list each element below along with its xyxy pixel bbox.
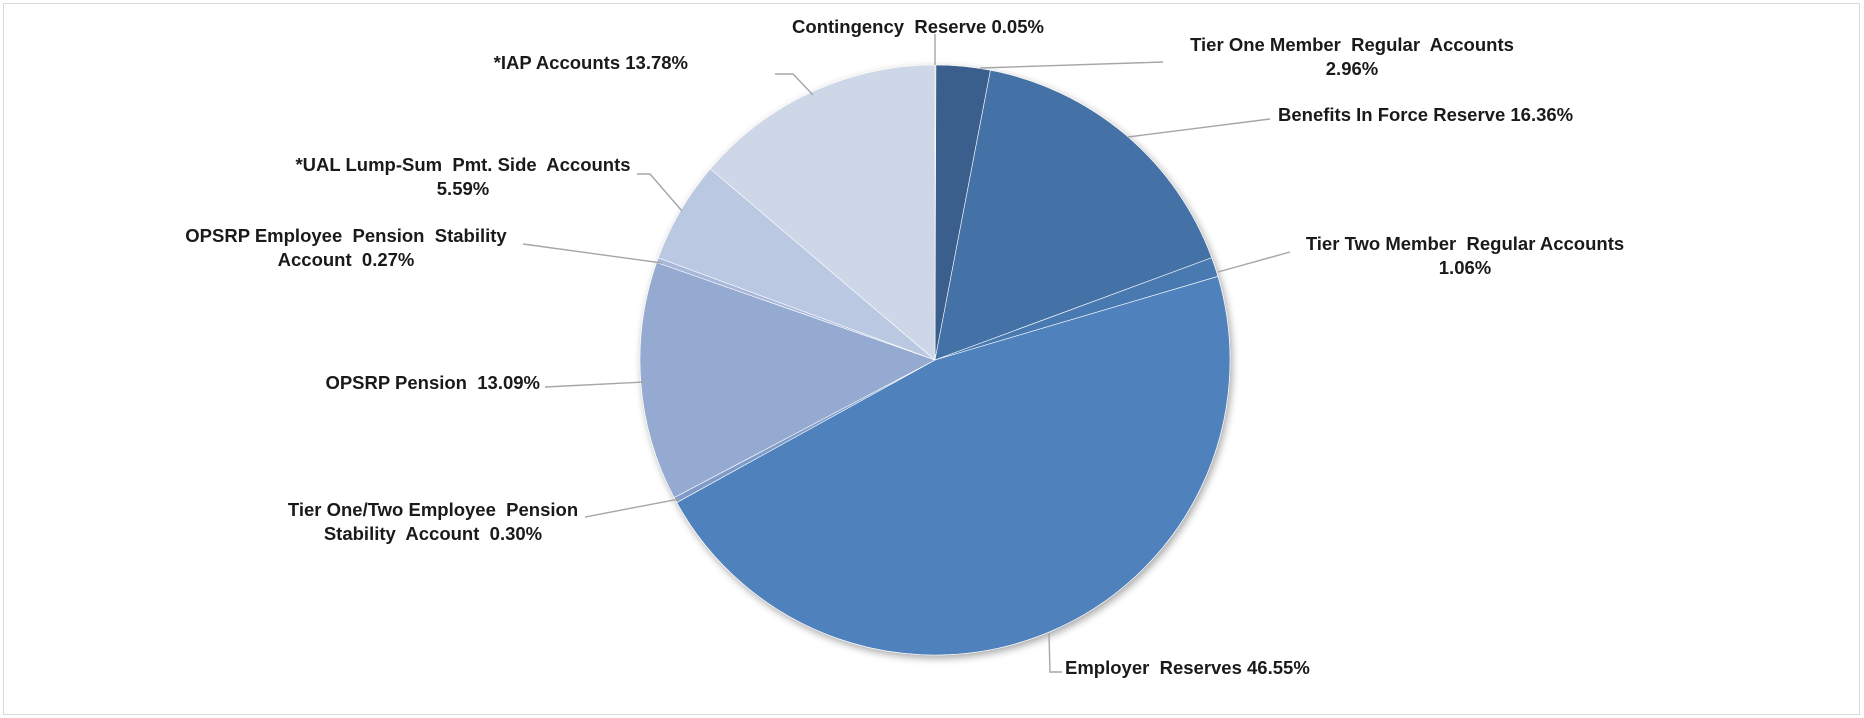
slice-label-2-line-0: Benefits In Force Reserve 16.36% bbox=[1278, 104, 1573, 125]
leader-line-2 bbox=[1127, 118, 1271, 138]
slice-label-5-line-1: Stability Account 0.30% bbox=[324, 523, 542, 544]
leader-line-3 bbox=[1217, 251, 1291, 273]
pie-slice-2 bbox=[934, 69, 1213, 361]
leader-line-5 bbox=[584, 498, 680, 518]
leader-line-9 bbox=[775, 73, 814, 96]
slice-label-1-line-1: 2.96% bbox=[1326, 58, 1378, 79]
slice-label-8-line-0: *UAL Lump-Sum Pmt. Side Accounts bbox=[295, 154, 630, 175]
leader-line-7 bbox=[522, 243, 663, 264]
slice-labels: Contingency Reserve 0.05% Tier One Member… bbox=[185, 16, 1624, 678]
leader-lines bbox=[522, 34, 1291, 673]
slice-label-6-line-0: OPSRP Pension 13.09% bbox=[325, 372, 540, 393]
slice-label-7-line-1: Account 0.27% bbox=[278, 249, 415, 270]
pie-slices bbox=[639, 64, 1231, 656]
slice-label-0-line-0: Contingency Reserve 0.05% bbox=[792, 16, 1044, 37]
pie-slice-4 bbox=[676, 276, 1231, 656]
slice-label-1-line-0: Tier One Member Regular Accounts bbox=[1190, 34, 1514, 55]
slice-label-8-line-1: 5.59% bbox=[437, 178, 489, 199]
leader-line-6 bbox=[544, 381, 645, 388]
slice-label-5-line-0: Tier One/Two Employee Pension bbox=[288, 499, 578, 520]
slice-label-3-line-0: Tier Two Member Regular Accounts bbox=[1306, 233, 1624, 254]
slice-label-3-line-1: 1.06% bbox=[1439, 257, 1491, 278]
leader-line-8 bbox=[637, 173, 683, 212]
slice-label-9-line-0: *IAP Accounts 13.78% bbox=[494, 52, 688, 73]
leader-line-4 bbox=[1048, 632, 1062, 673]
slice-label-4-line-0: Employer Reserves 46.55% bbox=[1065, 657, 1310, 678]
slice-label-7-line-0: OPSRP Employee Pension Stability bbox=[185, 225, 507, 246]
leader-line-1 bbox=[979, 61, 1164, 69]
